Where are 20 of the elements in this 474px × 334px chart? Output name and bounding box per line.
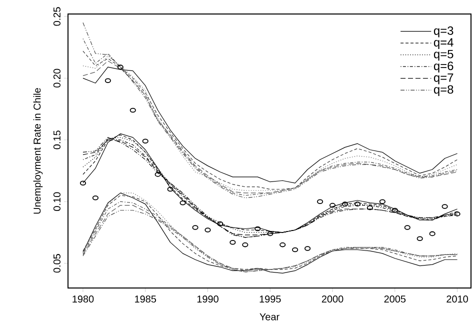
legend-label: q=6	[434, 62, 454, 72]
legend-label: q=4	[434, 38, 454, 49]
legend-label: q=3	[434, 26, 454, 38]
y-tick-label: 0.15	[53, 130, 60, 150]
x-tick-label: 2000	[322, 296, 344, 303]
legend-label: q=7	[434, 74, 454, 84]
x-tick-label: 2010	[446, 296, 468, 303]
x-tick-label: 1980	[72, 296, 94, 303]
x-tick-label: 2005	[384, 296, 406, 303]
x-axis-title: Year	[260, 313, 280, 320]
legend-label: q=5	[434, 50, 454, 61]
y-axis-title: Unemployment Rate in Chile	[33, 88, 43, 214]
y-tick-label: 0.20	[53, 68, 60, 88]
x-tick-label: 1990	[197, 296, 218, 303]
y-tick-label: 0.25	[53, 7, 60, 26]
y-tick-label: 0.10	[53, 192, 60, 211]
x-tick-label: 1995	[260, 296, 281, 303]
y-tick-label: 0.05	[53, 254, 60, 273]
x-tick-label: 1985	[135, 296, 156, 303]
legend-label: q=8	[434, 85, 454, 96]
